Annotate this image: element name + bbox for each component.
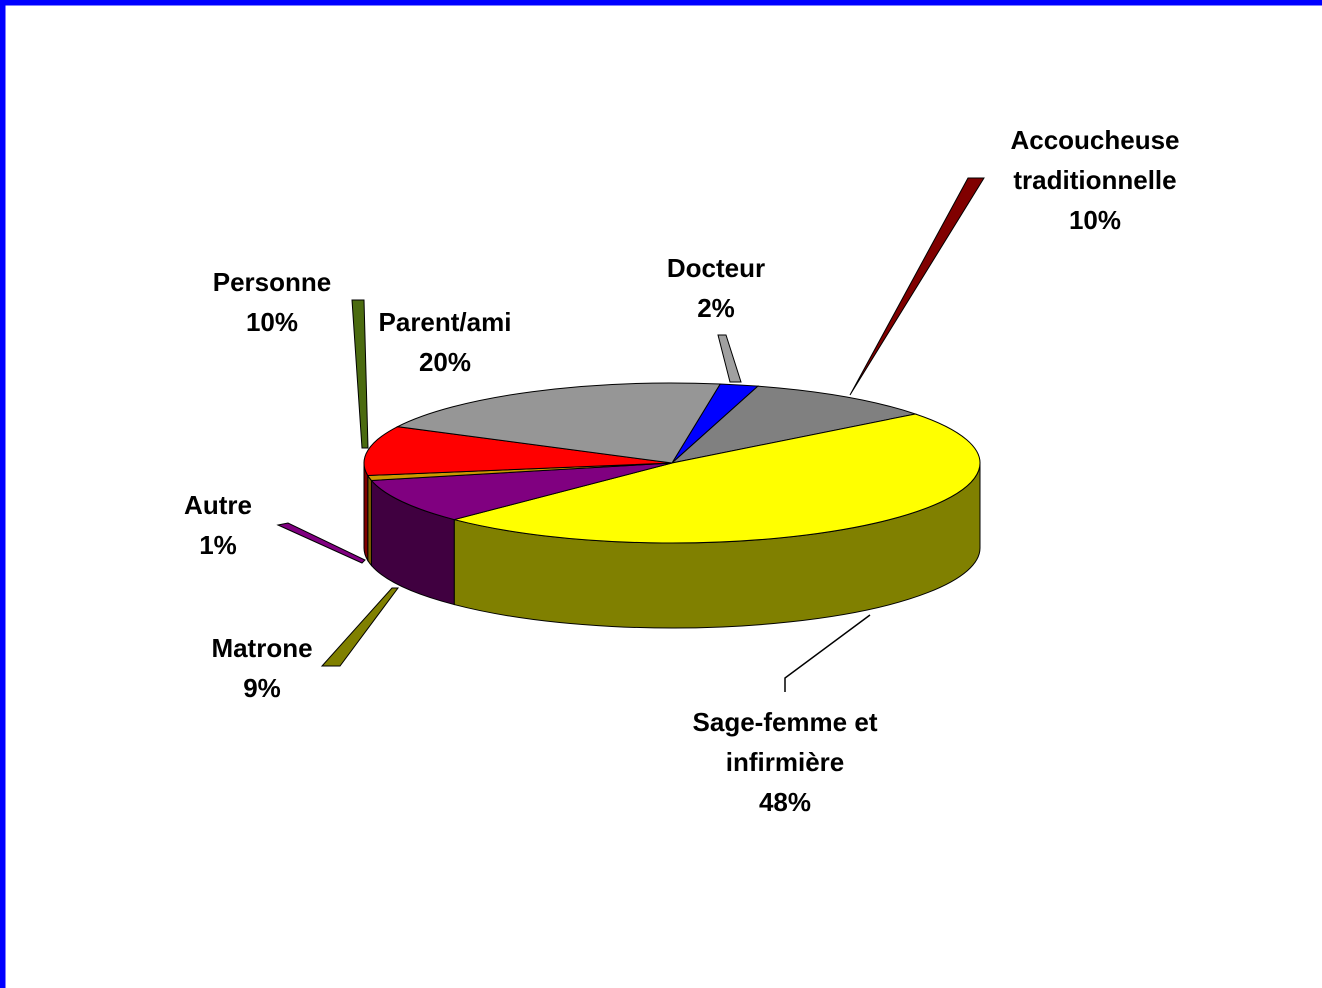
slice-name: Docteur — [666, 253, 766, 283]
leader — [351, 299, 369, 449]
pie-slice — [395, 382, 722, 464]
slice-value: 20% — [418, 347, 472, 377]
slice-label: Autre 1% — [58, 485, 378, 565]
slice-label: Personne 10% — [112, 262, 432, 342]
slice-value: 48% — [758, 787, 812, 817]
leader — [849, 177, 985, 396]
slice-value: 10% — [245, 307, 299, 337]
slice-name: Personne — [212, 267, 332, 297]
slice-label: Docteur 2% — [556, 248, 876, 328]
slice-label: Parent/ami 20% — [285, 302, 605, 382]
slice-name: Accoucheuse traditionnelle — [1010, 125, 1180, 195]
pie-slice — [670, 385, 918, 464]
pie-slice — [370, 462, 673, 521]
slice-value: 2% — [697, 293, 735, 323]
slice-value: 1% — [199, 530, 237, 560]
slice-name: Matrone — [211, 633, 313, 663]
pie — [363, 382, 981, 629]
slice-value: 9% — [243, 673, 281, 703]
slice-name: Autre — [184, 490, 252, 520]
leader — [276, 522, 366, 564]
slice-label: Matrone 9% — [102, 628, 422, 708]
slice-name: Parent/ami — [378, 307, 512, 337]
slice-name: Sage-femme et infirmière — [692, 707, 878, 777]
slice-label: Sage-femme et infirmière 48% — [665, 702, 905, 822]
leader — [784, 614, 871, 692]
leader — [320, 587, 399, 667]
leader — [717, 334, 742, 383]
pie-slice — [452, 413, 981, 544]
slice-value: 10% — [1068, 205, 1122, 235]
pie-slice — [363, 426, 673, 477]
slice-label: Accoucheuse traditionnelle 10% — [985, 120, 1205, 240]
